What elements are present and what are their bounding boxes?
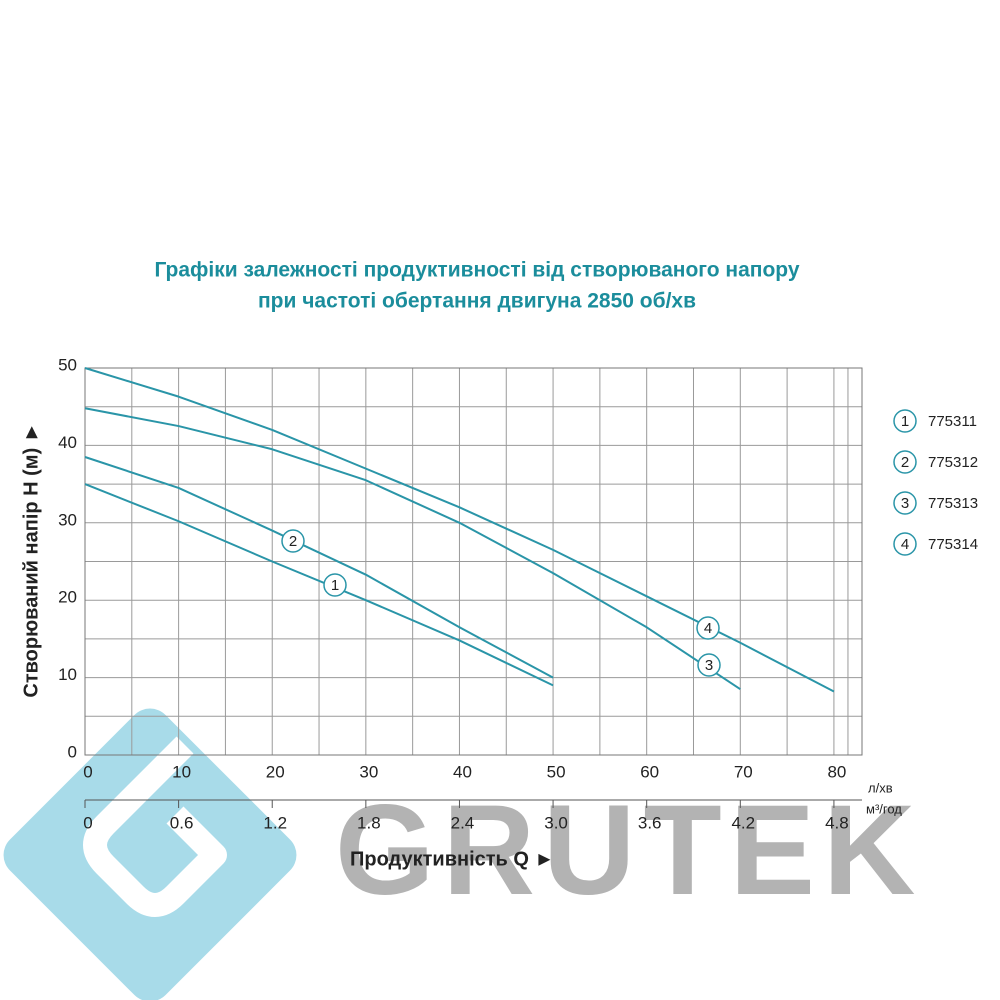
legend-marker-label: 2 — [901, 454, 909, 471]
legend-marker — [893, 409, 917, 433]
y-tick-label: 50 — [58, 355, 77, 374]
curve-marker-label: 2 — [289, 533, 297, 550]
x-tick-label: 50 — [547, 762, 566, 781]
x2-tick-label: 1.8 — [357, 813, 381, 832]
x-tick-label: 70 — [734, 762, 753, 781]
legend-label: 775314 — [928, 536, 978, 553]
x2-tick-label: 0.6 — [170, 813, 194, 832]
legend-marker — [893, 532, 917, 556]
x2-unit: м³/год — [866, 801, 902, 816]
x-tick-label: 0 — [83, 762, 92, 781]
legend-label: 775312 — [928, 454, 978, 471]
y-tick-label: 0 — [68, 742, 77, 761]
x-tick-label: 60 — [640, 762, 659, 781]
legend-marker — [893, 491, 917, 515]
curve-marker-label: 4 — [704, 620, 712, 637]
curve-marker — [697, 653, 721, 677]
curve-marker-label: 3 — [705, 657, 713, 674]
x2-tick-label: 3.0 — [544, 813, 568, 832]
y-tick-label: 40 — [58, 433, 77, 452]
curve-marker — [323, 573, 347, 597]
curve-marker-label: 1 — [331, 577, 339, 594]
y-tick-label: 20 — [58, 588, 77, 607]
series-line — [84, 483, 554, 687]
y-tick-label: 30 — [58, 510, 77, 529]
x-tick-label: 40 — [453, 762, 472, 781]
plot-frame — [84, 367, 863, 756]
logo — [3, 708, 297, 1000]
chart-title: при частоті обертання двигуна 2850 об/хв — [258, 290, 696, 313]
y-tick-label: 10 — [58, 665, 77, 684]
x-axis-title: Продуктивність Q ► — [350, 848, 554, 870]
x2-tick-label: 1.2 — [263, 813, 287, 832]
logo-mark — [83, 736, 227, 917]
x-tick-label: 30 — [359, 762, 378, 781]
y-axis-title: Створюваний напір H (м) ► — [20, 422, 42, 697]
x-unit: л/хв — [868, 780, 893, 795]
legend-label: 775313 — [928, 495, 978, 512]
grid — [84, 367, 862, 756]
series-line — [84, 456, 554, 679]
x2-tick-label: 4.2 — [731, 813, 755, 832]
legend-marker — [893, 450, 917, 474]
series-line — [84, 407, 741, 691]
logo-shape — [3, 708, 297, 1000]
x2-tick-label: 2.4 — [451, 813, 475, 832]
legend-marker-label: 1 — [901, 413, 909, 430]
legend-label: 775311 — [928, 413, 977, 430]
x2-tick-label: 0 — [83, 813, 92, 832]
x2-tick-label: 4.8 — [825, 813, 849, 832]
x-tick-label: 80 — [827, 762, 846, 781]
watermark: GRUTEK — [335, 779, 923, 922]
x-tick-label: 10 — [172, 762, 191, 781]
x-tick-label: 20 — [266, 762, 285, 781]
curve-marker — [281, 529, 305, 553]
legend-marker-label: 4 — [901, 536, 909, 553]
legend-marker-label: 3 — [901, 495, 909, 512]
chart-title: Графіки залежності продуктивності від ст… — [154, 259, 799, 282]
curve-marker — [696, 616, 720, 640]
x2-tick-label: 3.6 — [638, 813, 662, 832]
